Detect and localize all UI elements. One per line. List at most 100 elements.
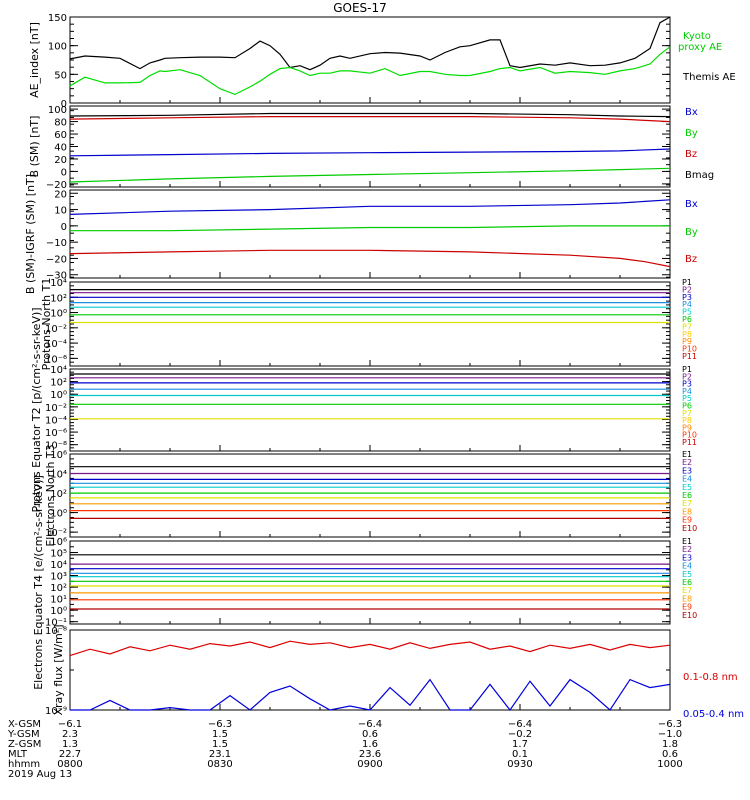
legend-entry: E2	[682, 545, 692, 554]
panel-frame-electrons_t4	[69, 540, 671, 625]
ephemeris-value: 22.7	[59, 749, 81, 760]
y-tick-label: 10⁴	[50, 278, 67, 289]
y-tick-label: 10³	[50, 572, 67, 583]
ephemeris-value: 1.8	[662, 739, 678, 750]
y-tick-label: 20	[54, 189, 67, 200]
y-axis-label: AE_index [nT]	[28, 22, 41, 98]
legend-entry: E8	[682, 507, 692, 516]
legend-entry: P10	[682, 345, 697, 354]
y-tick-label: 10⁴	[50, 560, 67, 571]
y-tick-label: 10⁻⁸	[45, 441, 67, 452]
legend-entry: P5	[682, 308, 692, 317]
legend-entry: 0.05-0.4 nm	[683, 709, 744, 720]
series-line-kyoto-proxy-ae	[69, 46, 671, 96]
legend-entry: Bz	[685, 149, 697, 160]
y-tick-label: 0	[61, 222, 67, 233]
ephemeris-value: 0930	[507, 759, 532, 770]
ephemeris-value: 1.6	[362, 739, 378, 750]
ephemeris-value: −0.2	[508, 729, 532, 740]
legend-entry: P1	[682, 365, 692, 374]
y-tick-label: 80	[54, 118, 67, 129]
ephemeris-value: 1.3	[62, 739, 78, 750]
series-line-bz	[69, 115, 671, 123]
legend-entry: proxy AE	[678, 42, 722, 53]
y-tick-label: 10⁻⁴	[45, 339, 67, 350]
legend-entry: Bx	[685, 107, 698, 118]
ephemeris-value: −6.4	[508, 719, 532, 730]
y-tick-label: 10⁻⁶	[45, 354, 67, 365]
ephemeris-value: −6.4	[358, 719, 382, 730]
series-line-bmag	[69, 112, 671, 118]
legend-entry: By	[685, 227, 698, 238]
y-tick-label: 10⁻¹	[45, 618, 67, 629]
legend-entry: 0.1-0.8 nm	[683, 672, 738, 683]
y-tick-label: 20	[54, 155, 67, 166]
series-line-0-1-0-8-nm	[69, 640, 671, 657]
y-tick-label: 10⁰	[50, 390, 67, 401]
legend-entry: P9	[682, 337, 692, 346]
series-line-bx	[69, 148, 671, 157]
y-tick-label: 10⁻²	[45, 403, 67, 414]
legend-entry: E3	[682, 553, 692, 562]
ephemeris-value: 2.3	[62, 729, 78, 740]
ephemeris-row-label: X-GSM	[8, 719, 41, 730]
y-tick-label: 10⁻⁶	[45, 428, 67, 439]
legend-entry: Kyoto	[683, 31, 711, 42]
legend-entry: E10	[682, 524, 697, 533]
legend-entry: E8	[682, 594, 692, 603]
y-tick-label: 10⁻²	[45, 324, 67, 335]
legend-entry: P6	[682, 402, 692, 411]
legend-entry: E6	[682, 491, 692, 500]
legend-entry: P9	[682, 423, 692, 432]
ephemeris-value: 23.6	[359, 749, 381, 760]
y-axis-label: B (SM) [nT]	[28, 116, 41, 178]
y-tick-label: 10⁵	[50, 549, 67, 560]
panel-frame-protons_t1	[69, 281, 671, 367]
ephemeris-value: 0.6	[362, 729, 378, 740]
y-tick-label: 10²	[50, 378, 67, 389]
legend-entry: E7	[682, 499, 692, 508]
ephemeris-value: 0830	[207, 759, 232, 770]
ephemeris-value: 1.7	[512, 739, 528, 750]
y-axis-label: Electrons Equator T4 [e/(cm²-s-sr-keV)]	[32, 475, 45, 690]
legend-entry: P5	[682, 394, 692, 403]
legend-entry: P6	[682, 315, 692, 324]
legend-entry: E5	[682, 483, 692, 492]
legend-entry: E3	[682, 466, 692, 475]
series-line-0-05-0-4-nm	[70, 678, 671, 712]
y-tick-label: 40	[54, 143, 67, 154]
y-tick-label: 10²	[50, 293, 67, 304]
ephemeris-value: −6.3	[658, 719, 682, 730]
y-tick-label: 10⁶	[50, 450, 67, 461]
date-label: 2019 Aug 13	[8, 769, 72, 780]
y-axis-label: Electrons North T3	[44, 444, 57, 546]
y-tick-label: 100	[48, 42, 67, 53]
legend-entry: Bmag	[685, 170, 714, 181]
y-axis-label: B (SM)-IGRF (SM) [nT]	[24, 174, 37, 294]
series-line-themis-ae	[69, 16, 671, 71]
legend-entry: P11	[682, 352, 697, 361]
y-tick-label: 10²	[50, 489, 67, 500]
ephemeris-row-label: Z-GSM	[8, 739, 41, 750]
panel-frame-xray	[69, 629, 671, 711]
legend-entry: E4	[682, 562, 692, 571]
y-tick-label: 60	[54, 130, 67, 141]
y-tick-label: 50	[54, 70, 67, 81]
y-tick-label: 10⁴	[50, 470, 67, 481]
legend-entry: P4	[682, 387, 692, 396]
plot-title: GOES-17	[333, 1, 387, 15]
y-tick-label: 10²	[50, 583, 67, 594]
legend-entry: P7	[682, 322, 692, 331]
y-tick-label: 10⁰	[50, 509, 67, 520]
panel-frame-igrf	[69, 189, 671, 279]
legend-entry: By	[685, 128, 698, 139]
ephemeris-value: 0.1	[512, 749, 528, 760]
ephemeris-value: 1000	[657, 759, 682, 770]
y-axis-label: Protons North T1	[40, 278, 53, 371]
y-axis-label: Xray flux [W/m²]	[52, 624, 65, 715]
ephemeris-value: 23.1	[209, 749, 231, 760]
legend-entry: P1	[682, 278, 692, 287]
ephemeris-row-label: MLT	[8, 749, 28, 760]
ephemeris-value: −1.0	[658, 729, 682, 740]
